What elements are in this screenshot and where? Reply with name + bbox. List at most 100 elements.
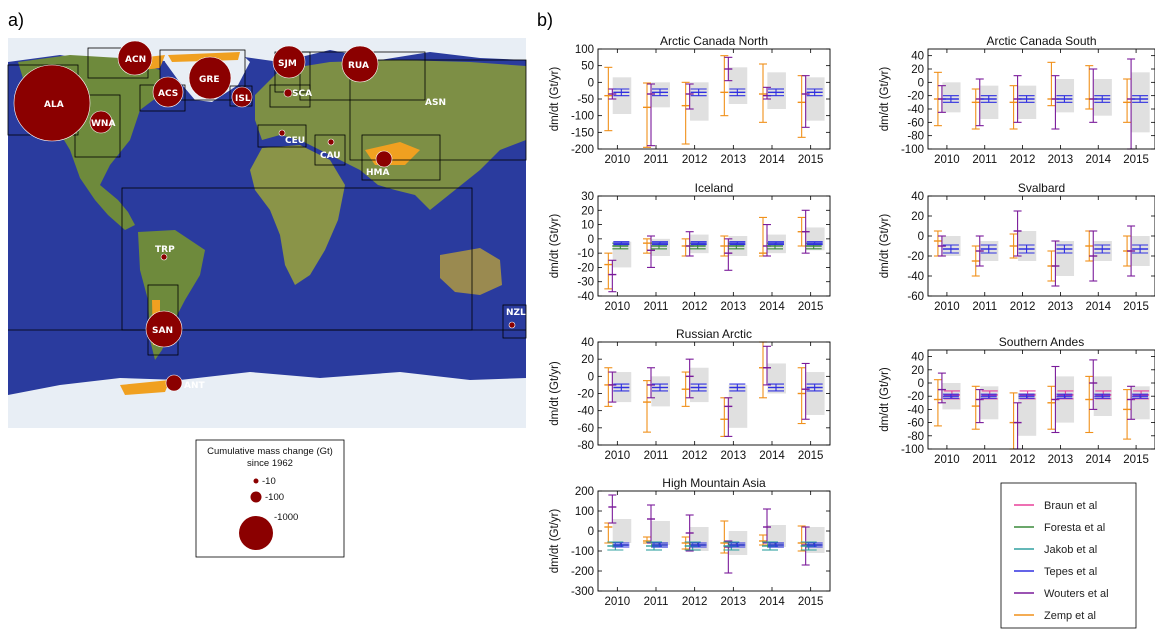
chart-title: Arctic Canada North [660, 34, 768, 48]
y-tick-label: -40 [907, 104, 924, 116]
y-tick-label: -100 [901, 444, 924, 456]
x-tick-label: 2015 [1123, 154, 1149, 166]
y-tick-label: 20 [911, 64, 924, 76]
region-label: SCA [292, 89, 312, 99]
map-legend-circle-medium [250, 491, 262, 503]
y-tick-label: 0 [918, 378, 924, 390]
x-tick-label: 2010 [605, 596, 631, 608]
chart-title: Iceland [695, 181, 734, 195]
x-tick-label: 2010 [934, 301, 960, 313]
y-tick-label: -80 [907, 131, 924, 143]
x-tick-label: 2010 [934, 154, 960, 166]
y-tick-label: -80 [907, 431, 924, 443]
region-label: RUA [348, 61, 369, 71]
y-tick-label: 100 [575, 44, 594, 56]
y-tick-label: -20 [907, 91, 924, 103]
world-map: ALA WNA ACN ACS GRE ISL SJM SCA RUA ASN … [7, 38, 527, 428]
legend-label: Jakob et al [1044, 544, 1097, 556]
region-label: SAN [152, 326, 173, 336]
plot-frame [597, 490, 831, 592]
y-tick-label: 20 [581, 354, 594, 366]
plot-frame [597, 341, 831, 446]
bubble-trp [160, 253, 168, 261]
x-tick-label: 2014 [759, 154, 785, 166]
bubble-hma [375, 150, 393, 168]
bubble-isl [231, 86, 253, 108]
chart-4: -80 -60 -40 -20 0 20 40 2010 2011 2012 2013 2014 201… [549, 327, 831, 462]
x-tick-label: 2014 [759, 450, 785, 462]
region-label: WNA [91, 119, 115, 129]
y-tick-label: 50 [581, 61, 594, 73]
region-label: ALA [44, 100, 64, 110]
map-size-legend: Cumulative mass change (Gt) since 1962 -… [195, 439, 345, 558]
map-legend-label: -1000 [274, 512, 298, 523]
region-label: ACS [158, 89, 178, 99]
x-tick-label: 2014 [1085, 301, 1111, 313]
y-tick-label: 20 [911, 211, 924, 223]
uncertainty-band [728, 384, 748, 428]
chart-title: Svalbard [1018, 181, 1065, 195]
legend-label: Zemp et al [1044, 610, 1096, 622]
y-tick-label: -200 [571, 144, 594, 156]
x-tick-label: 2015 [1123, 454, 1149, 466]
y-tick-label: 200 [575, 486, 594, 498]
y-tick-label: -40 [577, 291, 594, 303]
y-axis-label: dm/dt (Gt/yr) [549, 67, 561, 132]
y-tick-label: -60 [577, 423, 594, 435]
x-tick-label: 2012 [682, 450, 708, 462]
y-tick-label: 10 [581, 220, 594, 232]
uncertainty-band [651, 82, 670, 108]
x-tick-label: 2015 [798, 301, 824, 313]
y-tick-label: 0 [588, 526, 594, 538]
y-tick-label: -150 [571, 127, 594, 139]
bubble-sca [283, 88, 293, 98]
plot-frame [927, 349, 1155, 450]
x-tick-label: 2013 [1048, 454, 1074, 466]
x-tick-label: 2013 [721, 154, 747, 166]
bubble-nzl [508, 321, 516, 329]
x-tick-label: 2015 [798, 596, 824, 608]
x-tick-label: 2011 [644, 450, 669, 462]
legend-label: Wouters et al [1044, 588, 1109, 600]
bubble-wna [89, 110, 113, 134]
map-legend-subtitle: since 1962 [247, 458, 293, 469]
uncertainty-band [767, 72, 786, 109]
y-axis-label: dm/dt (Gt/yr) [879, 367, 891, 432]
bubble-gre [188, 56, 232, 100]
x-tick-label: 2014 [759, 596, 785, 608]
y-tick-label: -40 [907, 271, 924, 283]
uncertainty-band [690, 82, 709, 121]
y-tick-label: -20 [577, 389, 594, 401]
map-bubbles [13, 40, 516, 392]
map-legend-label: -100 [265, 492, 284, 503]
uncertainty-band [690, 234, 709, 254]
region-label: HMA [366, 168, 389, 178]
y-tick-label: 0 [588, 234, 594, 246]
y-tick-label: 20 [581, 205, 594, 217]
uncertainty-band [806, 77, 825, 121]
y-tick-label: -20 [907, 391, 924, 403]
map-africa [250, 145, 345, 285]
region-label: TRP [155, 245, 175, 255]
uncertainty-band [1018, 392, 1037, 436]
y-tick-label: 40 [581, 337, 594, 349]
region-label: GRE [199, 75, 219, 85]
region-label: CAU [320, 151, 341, 161]
map-legend-label: -10 [262, 476, 276, 487]
uncertainty-band [690, 367, 709, 403]
y-tick-label: -40 [907, 404, 924, 416]
chart-title: High Mountain Asia [662, 476, 766, 490]
y-axis-label: dm/dt (Gt/yr) [549, 214, 561, 279]
y-tick-label: -30 [577, 277, 594, 289]
y-tick-label: 0 [588, 371, 594, 383]
chart-2: -40 -30 -20 -10 0 10 20 30 2010 2011 2012 2013 2014 2… [549, 181, 831, 313]
x-tick-label: 2015 [798, 154, 824, 166]
region-label: SJM [278, 59, 297, 69]
map-region-labels: ALA WNA ACN ACS GRE ISL SJM SCA RUA ASN … [44, 55, 526, 391]
bubble-acs [152, 76, 184, 108]
uncertainty-band [612, 241, 632, 268]
uncertainty-band [767, 234, 786, 254]
y-tick-label: -200 [571, 566, 594, 578]
